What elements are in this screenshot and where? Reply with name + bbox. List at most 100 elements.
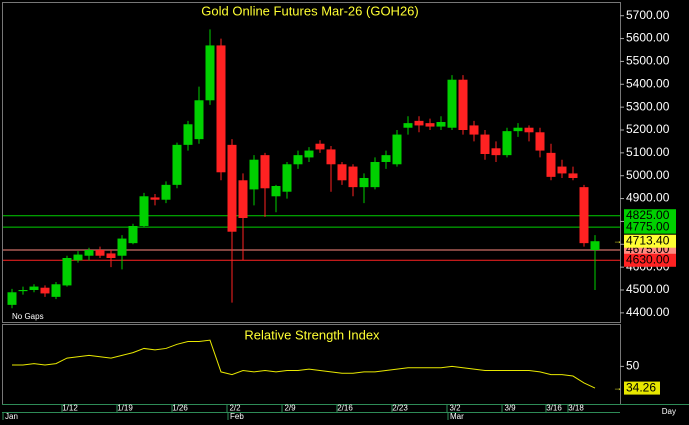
candle-body	[95, 250, 105, 256]
x-tick-label: 1/19	[117, 404, 133, 413]
candle-body	[150, 197, 160, 200]
candle-body	[282, 164, 292, 192]
y-tick-label: 5200.00	[626, 122, 670, 136]
candle-body	[172, 144, 182, 185]
x-tick-label: 2/9	[284, 404, 296, 413]
candle-body	[502, 131, 512, 156]
candle-body	[579, 187, 589, 244]
candle-body	[403, 123, 413, 128]
candle-body	[84, 250, 94, 256]
candle-body	[513, 127, 523, 132]
candle-body	[117, 238, 127, 256]
candle-body	[546, 152, 556, 177]
candle-body	[216, 45, 226, 173]
candle-body	[183, 124, 193, 145]
price-panel	[2, 2, 621, 323]
candle-body	[73, 254, 83, 261]
candle-body	[458, 79, 468, 130]
candle-body	[304, 150, 314, 158]
candle-body	[392, 134, 402, 165]
candle-body	[359, 178, 369, 188]
candle-body	[271, 186, 281, 197]
candle-body	[524, 127, 534, 133]
x-tick-label: 1/12	[62, 404, 78, 413]
candle-body	[436, 122, 446, 127]
y-tick-label: 5100.00	[626, 145, 670, 159]
x-tick-label: 3/18	[568, 404, 584, 413]
x-tick-label: 2/2	[229, 404, 241, 413]
candle-body	[227, 144, 237, 232]
candle-body	[557, 166, 567, 174]
level-label: 4825.00	[626, 208, 670, 222]
x-tick-label: 3/16	[546, 404, 562, 413]
candle-body	[414, 120, 424, 126]
month-label: Jan	[5, 412, 18, 421]
month-label: Feb	[230, 412, 244, 421]
y-tick-label: 5400.00	[626, 76, 670, 90]
last-price-box	[624, 234, 676, 248]
candle-body	[238, 180, 248, 218]
y-tick-label: 5500.00	[626, 54, 670, 68]
y-tick-label: 5300.00	[626, 99, 670, 113]
y-tick-label: 4400.00	[626, 305, 670, 319]
level-label-box	[624, 253, 676, 267]
candle-body	[161, 184, 171, 200]
x-tick-label: 2/23	[392, 404, 408, 413]
level-label: 4630.00	[626, 252, 670, 266]
x-tick-label: 2/16	[337, 404, 353, 413]
rsi-tick-label: 50	[626, 359, 640, 373]
candle-body	[62, 258, 72, 286]
candle-body	[469, 125, 479, 135]
chart-title: Gold Online Futures Mar-26 (GOH26)	[201, 3, 418, 18]
candle-body	[568, 173, 578, 178]
level-label-box	[624, 209, 676, 223]
candle-body	[128, 226, 138, 244]
x-unit: Day	[662, 407, 676, 416]
y-tick-label: 4900.00	[626, 191, 670, 205]
candle-body	[29, 286, 39, 290]
candle-body	[293, 155, 303, 165]
level-label-box	[624, 220, 676, 234]
candle-body	[18, 290, 28, 292]
last-arrow: →	[613, 236, 622, 246]
rsi-last-box	[624, 381, 660, 395]
candle-body	[7, 292, 17, 305]
candle-body	[260, 155, 270, 189]
candle-body	[106, 253, 116, 258]
candle-body	[205, 45, 215, 101]
y-tick-label: 5700.00	[626, 8, 670, 22]
y-tick-label: 5600.00	[626, 31, 670, 45]
rsi-arrow: →	[613, 382, 622, 392]
x-tick-label: 3/2	[449, 404, 461, 413]
candle-body	[590, 241, 600, 250]
candle-body	[491, 148, 501, 156]
candle-body	[480, 134, 490, 154]
candle-body	[337, 164, 347, 181]
last-price-label: 4713.40	[626, 233, 670, 247]
x-tick-label: 3/9	[504, 404, 516, 413]
candle-body	[381, 155, 391, 162]
rsi-title: Relative Strength Index	[244, 327, 380, 342]
candle-body	[447, 79, 457, 128]
candle-body	[326, 149, 336, 165]
candle-body	[249, 159, 259, 190]
candle-body	[40, 287, 50, 294]
candle-body	[51, 284, 61, 297]
level-label: 4775.00	[626, 219, 670, 233]
candle-body	[348, 166, 358, 188]
candle-body	[194, 100, 204, 140]
x-tick-label: 1/26	[172, 404, 188, 413]
rsi-last-label: 34.26	[626, 380, 656, 394]
y-tick-label: 5000.00	[626, 168, 670, 182]
candle-body	[425, 123, 435, 127]
y-tick-label: 4500.00	[626, 282, 670, 296]
rsi-line	[12, 339, 596, 389]
candle-body	[315, 143, 325, 150]
candle-body	[535, 132, 545, 151]
candle-body	[370, 162, 380, 188]
month-label: Mar	[450, 412, 464, 421]
note: No Gaps	[12, 312, 44, 321]
candle-body	[139, 196, 149, 226]
